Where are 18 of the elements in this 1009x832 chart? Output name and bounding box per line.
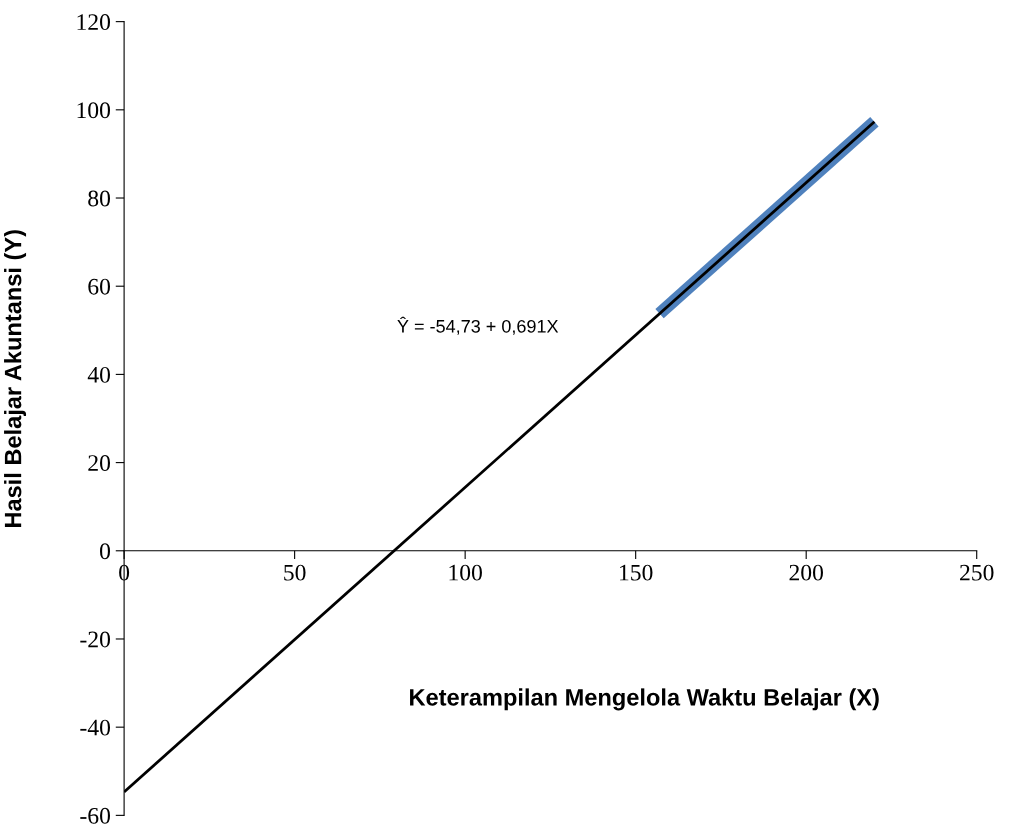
y-tick-label: -60 [80,807,111,824]
y-axis-title: Hasil Belajar Akuntansi (Y) [4,230,27,528]
y-tick-label: 80 [88,190,111,207]
y-tick-label: 60 [88,278,111,295]
y-tick-label: 40 [87,366,111,383]
annotation: Ŷ = -54,73 + 0,691X [397,316,559,335]
x-tick-label: 100 [449,564,482,581]
x-tick-label: 50 [284,564,306,581]
y-tick-label: -20 [80,631,111,648]
x-axis-title: Keterampilan Mengelola Waktu Belajar (X) [410,688,879,711]
y-tick-label: 0 [100,543,111,560]
x-tick-label: 150 [620,564,653,581]
y-tick-label: 120 [77,14,111,31]
x-tick-label: 250 [960,564,994,581]
y-tick-label: -40 [80,719,111,736]
y-tick-label: 100 [77,102,111,119]
y-tick-label: 20 [88,455,111,472]
x-tick-label: 200 [789,564,823,581]
